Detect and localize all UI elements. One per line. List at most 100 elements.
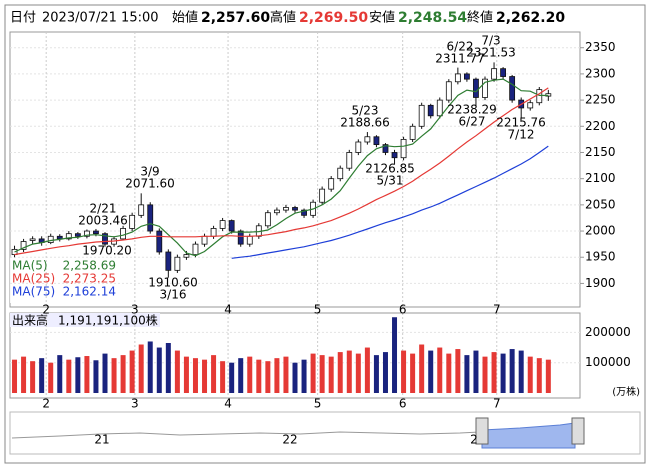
volume-bar (247, 356, 253, 393)
y-tick-label: 2350 (585, 40, 616, 54)
y-tick-label: 100000 (585, 355, 631, 369)
candle-body (47, 235, 54, 243)
volume-bar (464, 355, 470, 393)
candle-body (228, 220, 235, 232)
volume-bar (373, 355, 379, 393)
volume-bar (183, 356, 189, 393)
volume-bar (518, 350, 524, 393)
annotation-date: 3/9 (140, 165, 159, 179)
candle-body (328, 178, 335, 190)
y-tick-label: 200000 (585, 325, 631, 339)
candle-body (120, 228, 126, 240)
candle-body (264, 212, 271, 227)
volume-bar (66, 359, 72, 393)
date: 2023/07/21 15:00 (42, 11, 159, 26)
volume-bar (12, 359, 18, 393)
candle-body (509, 76, 516, 101)
volume-bar (509, 349, 515, 393)
x-tick-label: 5 (314, 303, 322, 317)
volume-bar (48, 362, 54, 393)
ma-line (14, 87, 549, 256)
volume-bar (536, 358, 542, 393)
ma-line (231, 145, 549, 259)
date-label: 日付 (10, 11, 36, 26)
high: 2,269.50 (299, 10, 368, 26)
annotation-date: 7/3 (481, 34, 500, 48)
candle-body (473, 78, 479, 98)
candle-body (409, 125, 416, 140)
ma-line (14, 78, 549, 257)
annotation-date: 5/23 (352, 104, 379, 118)
annotation-price: 2238.29 (447, 103, 497, 117)
volume-bar (256, 359, 262, 393)
volume-bar (292, 362, 298, 393)
x-tick-label: 5 (314, 397, 322, 411)
x-tick-label: 2 (42, 397, 50, 411)
candle-body (373, 136, 380, 146)
volume-bar (30, 361, 36, 393)
candle-body (454, 73, 461, 83)
volume-bar (491, 352, 497, 393)
annotation-price: 2126.85 (365, 162, 415, 176)
candle-body (527, 102, 534, 109)
volume-bar (355, 353, 361, 393)
candle-body (147, 204, 154, 232)
close-label: 終値 (467, 10, 493, 26)
candle-body (346, 152, 353, 169)
candle-body (283, 207, 289, 211)
volume-bar (527, 356, 533, 393)
candle-body (156, 230, 163, 253)
y-tick-label: 2000 (585, 224, 616, 238)
volume-bar (319, 355, 325, 393)
candle-body (210, 228, 217, 237)
volume-bar (428, 350, 434, 393)
volume-bar (446, 353, 452, 393)
candle-body (391, 152, 398, 159)
volume-bar (455, 349, 461, 393)
annotation-date: 5/31 (377, 174, 404, 188)
volume-bar (120, 355, 126, 393)
navigator-handle-left[interactable] (475, 417, 489, 445)
candle-body (93, 230, 99, 235)
volume-bar (75, 357, 81, 393)
volume-bar (401, 350, 407, 393)
volume-bar (274, 358, 280, 393)
candle-body (274, 209, 280, 214)
candle-body (491, 68, 497, 80)
annotation-price: 2215.76 (496, 116, 546, 130)
high-label: 高値 (270, 10, 296, 26)
x-tick-label: 6 (399, 397, 407, 411)
candle-body (355, 141, 362, 153)
volume-bar (174, 350, 180, 393)
volume-bar (482, 356, 488, 393)
volume-panel (9, 312, 581, 399)
volume-bar (84, 356, 90, 393)
navigator-handle-right[interactable] (571, 417, 585, 445)
legend-value: 2,273.25 (63, 272, 116, 286)
candle-body (436, 99, 443, 117)
y-tick-label: 2300 (585, 66, 616, 80)
navigator-line (11, 431, 481, 439)
candle-body (364, 136, 371, 143)
x-tick-label: 6 (399, 303, 407, 317)
volume-bar (238, 358, 244, 393)
volume-bar (57, 355, 63, 393)
volume-bar (545, 359, 551, 393)
annotation-date: 6/27 (459, 115, 486, 129)
legend-name: MA(25) (12, 272, 55, 286)
candle-body (482, 78, 488, 98)
candle-body (246, 235, 253, 245)
volume-bar (202, 359, 208, 393)
candle-body (138, 204, 145, 216)
volume-bar (93, 360, 99, 393)
volume-bar (39, 358, 45, 393)
volume-bar (310, 353, 316, 393)
close: 2,262.20 (496, 10, 565, 26)
candle-body (65, 233, 72, 240)
candle-body (301, 209, 307, 216)
volume-bar (192, 358, 198, 393)
x-tick-label: 4 (224, 397, 232, 411)
candle-body (102, 233, 108, 245)
open: 2,257.60 (201, 10, 270, 26)
